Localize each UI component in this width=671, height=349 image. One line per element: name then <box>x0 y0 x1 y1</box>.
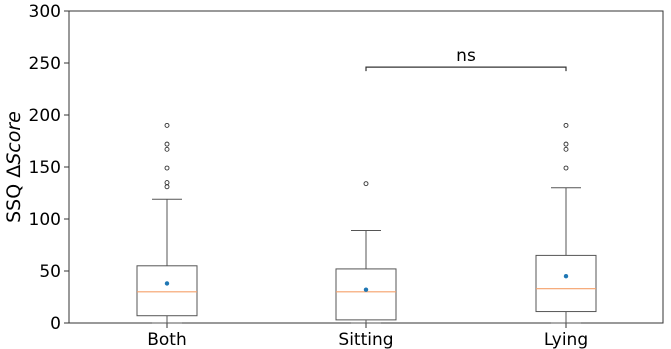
outlier-point <box>563 165 569 171</box>
outlier-point <box>164 165 170 171</box>
outlier-point <box>563 141 569 147</box>
mean-marker <box>363 287 369 292</box>
x-axis-ticks: Both Sitting Lying <box>147 323 588 349</box>
y-tick-label: 300 <box>29 2 61 22</box>
y-tick-label: 150 <box>29 158 61 178</box>
y-tick-label: 50 <box>39 262 61 282</box>
y-tick-label: 0 <box>50 314 61 334</box>
box-series <box>136 122 597 324</box>
y-tick-label: 100 <box>29 210 61 230</box>
outlier-point <box>363 181 369 187</box>
x-tick-label: Lying <box>544 330 588 349</box>
y-axis-label-italic: Score <box>3 111 25 165</box>
x-tick-label: Sitting <box>338 330 393 349</box>
box-sitting <box>335 181 397 324</box>
x-tick-label: Both <box>147 330 187 349</box>
outlier-point <box>164 122 170 128</box>
iqr-box <box>335 268 397 321</box>
mean-marker <box>164 281 170 286</box>
y-tick-label: 250 <box>29 54 61 74</box>
outlier-point <box>164 146 170 152</box>
outlier-point <box>164 184 170 190</box>
outlier-point <box>164 180 170 186</box>
y-tick-label: 200 <box>29 106 61 126</box>
y-axis-label: SSQ ΔScore <box>3 111 25 223</box>
iqr-box <box>136 265 198 317</box>
significance-label: ns <box>456 46 476 66</box>
box-both <box>136 122 198 324</box>
outlier-point <box>563 122 569 128</box>
box-lying <box>535 122 597 324</box>
iqr-box <box>535 254 597 313</box>
y-axis-label-prefix: SSQ Δ <box>3 165 25 223</box>
outlier-point <box>563 146 569 152</box>
outlier-point <box>164 141 170 147</box>
y-axis-ticks: 0 50 100 150 200 250 300 <box>29 2 69 334</box>
significance-bracket <box>365 66 567 72</box>
mean-marker <box>563 274 569 279</box>
annotations: ns <box>365 46 567 72</box>
